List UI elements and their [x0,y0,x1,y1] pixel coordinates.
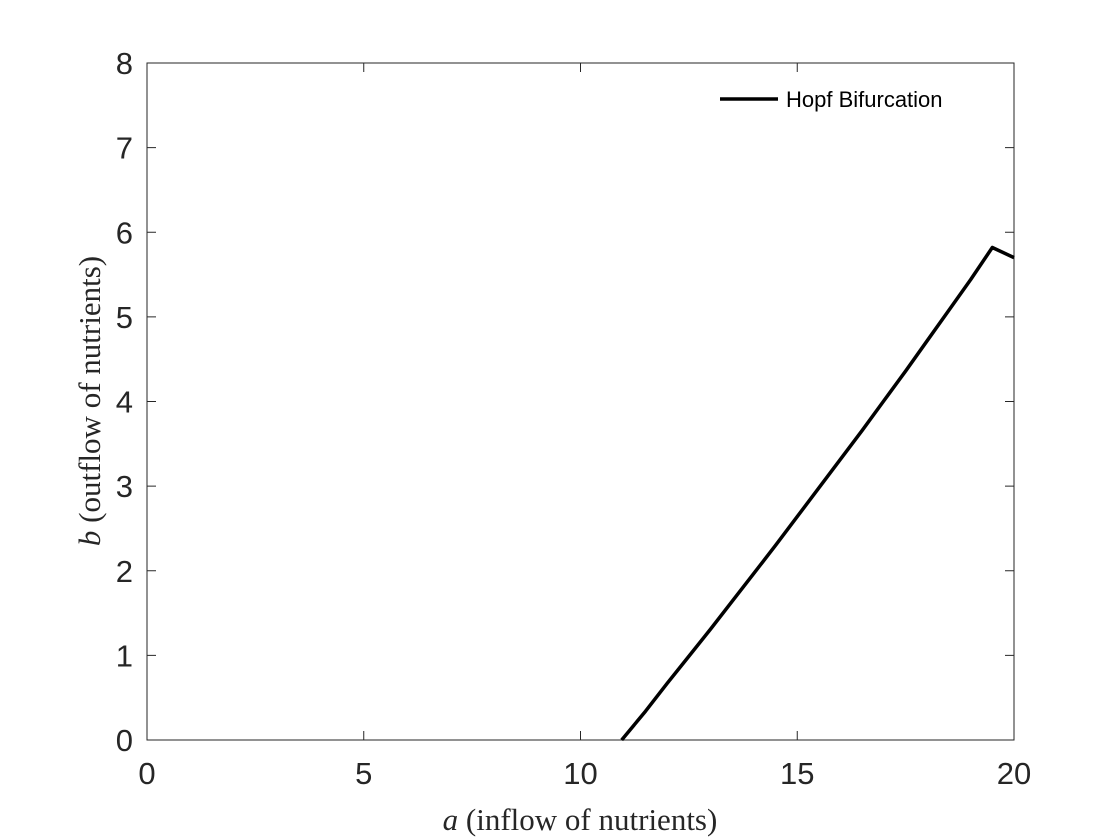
series [620,245,1015,742]
x-axis-label: a (inflow of nutrients) [443,802,718,837]
y-tick-label: 5 [116,300,133,335]
y-axis-label: b (outflow of nutrients) [72,256,107,546]
x-tick-label: 5 [355,756,372,791]
y-tick-label: 2 [116,554,133,589]
ticks [146,62,1015,741]
y-tick-label: 1 [116,638,133,673]
y-tick-label: 4 [116,385,133,420]
x-tick-label: 0 [138,756,155,791]
legend-label-hopf-bifurcation: Hopf Bifurcation [786,87,943,112]
x-tick-label: 20 [997,756,1031,791]
plot-area [146,62,1015,741]
y-tick-label: 6 [116,215,133,250]
y-tick-label: 3 [116,469,133,504]
y-tick-label: 0 [116,723,133,758]
y-tick-label: 7 [116,131,133,166]
legend: Hopf Bifurcation [720,87,943,112]
series-line-hopf-bifurcation [620,245,1015,742]
tick-labels: 0 5 10 15 20 0 1 2 3 4 5 6 7 8 [116,46,1031,791]
x-tick-label: 10 [563,756,597,791]
y-tick-label: 8 [116,46,133,81]
x-tick-label: 15 [780,756,814,791]
